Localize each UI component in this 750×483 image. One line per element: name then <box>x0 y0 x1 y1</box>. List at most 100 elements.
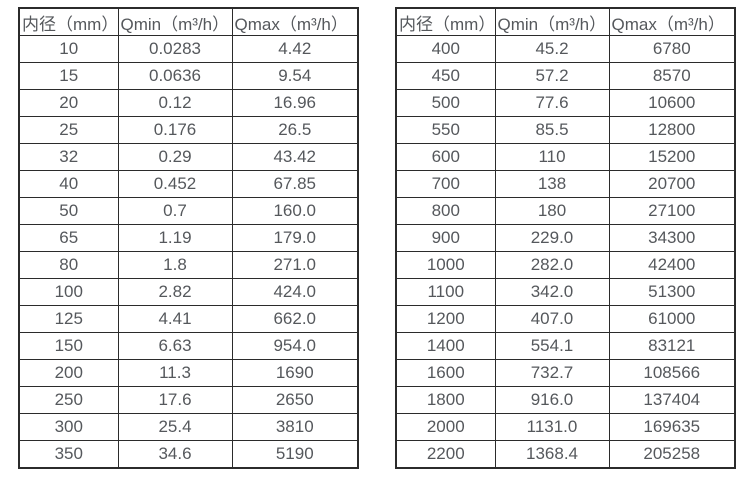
table-cell: 169635 <box>608 413 736 441</box>
table-cell: 1368.4 <box>494 440 610 469</box>
table-cell: 400 <box>395 35 496 63</box>
column-header: 内径（mm） <box>18 7 119 36</box>
table-row: 1600 732.7 108566 <box>395 359 736 387</box>
table-cell: 1200 <box>395 305 496 333</box>
table-cell: 0.7 <box>117 197 233 225</box>
table-row: 300 25.4 3810 <box>18 413 359 441</box>
table-cell: 25 <box>18 116 119 144</box>
table-row: 1000 282.0 42400 <box>395 251 736 279</box>
table-cell: 83121 <box>608 332 736 360</box>
table-row: 450 57.2 8570 <box>395 62 736 90</box>
table-cell: 3810 <box>231 413 359 441</box>
table-cell: 1.19 <box>117 224 233 252</box>
column-header: 内径（mm） <box>395 7 496 36</box>
table-cell: 424.0 <box>231 278 359 306</box>
table-cell: 77.6 <box>494 89 610 117</box>
table-cell: 5190 <box>231 440 359 469</box>
table-cell: 600 <box>395 143 496 171</box>
table-row: 32 0.29 43.42 <box>18 143 359 171</box>
table-row: 15 0.0636 9.54 <box>18 62 359 90</box>
table-cell: 61000 <box>608 305 736 333</box>
table-cell: 65 <box>18 224 119 252</box>
table-row: 150 6.63 954.0 <box>18 332 359 360</box>
column-header: Qmin（m³/h） <box>117 7 233 36</box>
table-cell: 67.85 <box>231 170 359 198</box>
table-cell: 20700 <box>608 170 736 198</box>
table-cell: 0.29 <box>117 143 233 171</box>
table-cell: 0.176 <box>117 116 233 144</box>
table-cell: 15 <box>18 62 119 90</box>
table-cell: 26.5 <box>231 116 359 144</box>
table-row: 900 229.0 34300 <box>395 224 736 252</box>
table-cell: 137404 <box>608 386 736 414</box>
table-cell: 1800 <box>395 386 496 414</box>
table-cell: 300 <box>18 413 119 441</box>
table-cell: 500 <box>395 89 496 117</box>
table-cell: 12800 <box>608 116 736 144</box>
table-cell: 10 <box>18 35 119 63</box>
table-row: 25 0.176 26.5 <box>18 116 359 144</box>
table-row: 50 0.7 160.0 <box>18 197 359 225</box>
table-cell: 0.0283 <box>117 35 233 63</box>
header-row: 内径（mm） Qmin（m³/h） Qmax（m³/h） <box>395 7 736 36</box>
table-row: 600 110 15200 <box>395 143 736 171</box>
table-cell: 45.2 <box>494 35 610 63</box>
table-cell: 34300 <box>608 224 736 252</box>
table-cell: 32 <box>18 143 119 171</box>
table-cell: 0.0636 <box>117 62 233 90</box>
table-cell: 11.3 <box>117 359 233 387</box>
table-row: 250 17.6 2650 <box>18 386 359 414</box>
table-cell: 229.0 <box>494 224 610 252</box>
column-header: Qmax（m³/h） <box>608 7 736 36</box>
table-cell: 2200 <box>395 440 496 469</box>
table-cell: 9.54 <box>231 62 359 90</box>
table-row: 10 0.0283 4.42 <box>18 35 359 63</box>
table-cell: 85.5 <box>494 116 610 144</box>
table-cell: 20 <box>18 89 119 117</box>
table-cell: 1100 <box>395 278 496 306</box>
table-cell: 282.0 <box>494 251 610 279</box>
table-cell: 1400 <box>395 332 496 360</box>
table-row: 350 34.6 5190 <box>18 440 359 469</box>
table-row: 400 45.2 6780 <box>395 35 736 63</box>
table-cell: 554.1 <box>494 332 610 360</box>
table-cell: 43.42 <box>231 143 359 171</box>
table-cell: 916.0 <box>494 386 610 414</box>
table-cell: 800 <box>395 197 496 225</box>
table-row: 1800 916.0 137404 <box>395 386 736 414</box>
column-header: Qmax（m³/h） <box>231 7 359 36</box>
table-cell: 1600 <box>395 359 496 387</box>
table-cell: 2.82 <box>117 278 233 306</box>
table-cell: 150 <box>18 332 119 360</box>
diameter-flow-table-small: 内径（mm） Qmin（m³/h） Qmax（m³/h） 10 0.0283 4.42 1… <box>18 7 359 469</box>
table-row: 20 0.12 16.96 <box>18 89 359 117</box>
table-cell: 1690 <box>231 359 359 387</box>
table-row: 1400 554.1 83121 <box>395 332 736 360</box>
table-cell: 180 <box>494 197 610 225</box>
table-cell: 138 <box>494 170 610 198</box>
header-row: 内径（mm） Qmin（m³/h） Qmax（m³/h） <box>18 7 359 36</box>
table-cell: 0.452 <box>117 170 233 198</box>
table-row: 2200 1368.4 205258 <box>395 440 736 469</box>
column-header: Qmin（m³/h） <box>494 7 610 36</box>
table-cell: 125 <box>18 305 119 333</box>
table-cell: 108566 <box>608 359 736 387</box>
table-cell: 27100 <box>608 197 736 225</box>
table-header-row: 内径（mm） Qmin（m³/h） Qmax（m³/h） <box>395 7 736 36</box>
table-row: 65 1.19 179.0 <box>18 224 359 252</box>
table-cell: 900 <box>395 224 496 252</box>
table-header-row: 内径（mm） Qmin（m³/h） Qmax（m³/h） <box>18 7 359 36</box>
table-cell: 550 <box>395 116 496 144</box>
table-cell: 16.96 <box>231 89 359 117</box>
table-cell: 160.0 <box>231 197 359 225</box>
table-row: 2000 1131.0 169635 <box>395 413 736 441</box>
table-row: 500 77.6 10600 <box>395 89 736 117</box>
table-cell: 271.0 <box>231 251 359 279</box>
table-row: 700 138 20700 <box>395 170 736 198</box>
table-row: 550 85.5 12800 <box>395 116 736 144</box>
table-cell: 6.63 <box>117 332 233 360</box>
table-cell: 700 <box>395 170 496 198</box>
table-cell: 2650 <box>231 386 359 414</box>
table-row: 200 11.3 1690 <box>18 359 359 387</box>
table-cell: 110 <box>494 143 610 171</box>
